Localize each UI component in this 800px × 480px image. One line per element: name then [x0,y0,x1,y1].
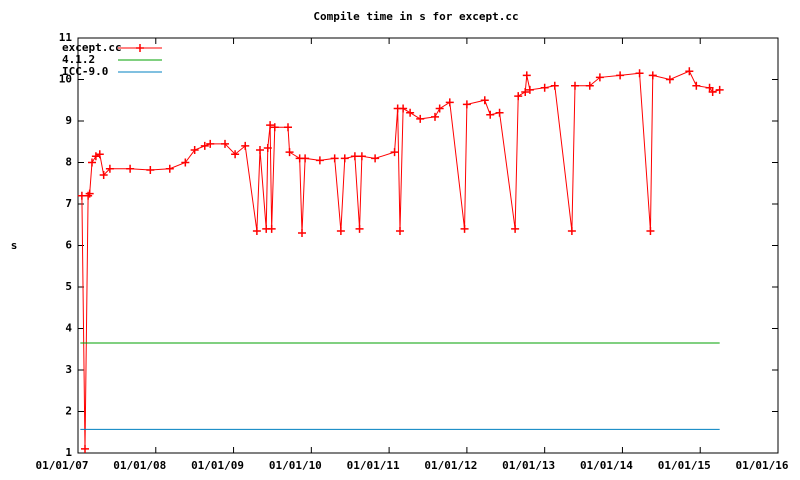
point-marker [126,164,135,173]
point-marker [708,87,717,96]
point-marker [95,150,104,159]
point-marker [616,71,625,80]
point-marker [514,92,523,101]
point-marker [525,85,534,94]
y-tick-label: 11 [59,31,73,44]
point-marker [99,170,108,179]
point-marker [298,229,306,238]
point-marker [146,165,155,174]
plot-border [77,37,779,454]
point-marker [270,123,279,132]
point-marker [263,143,272,152]
point-marker [85,189,94,198]
point-marker [522,71,531,80]
point-marker [256,146,264,155]
point-marker [550,81,559,90]
chart-title: Compile time in s for except.cc [313,10,518,23]
point-marker [685,67,694,76]
point-marker [350,152,359,161]
point-marker [705,83,714,92]
y-tick-label: 10 [59,73,72,86]
point-marker [357,152,366,161]
point-marker [340,154,349,163]
point-marker [231,150,240,159]
point-marker [462,100,471,109]
y-tick-label: 6 [65,239,72,252]
point-marker [285,148,294,157]
point-marker [480,96,489,105]
point-marker [371,154,380,163]
x-tick-label: 01/01/11 [347,459,400,472]
point-marker [336,226,345,235]
point-marker [315,156,324,165]
x-tick-label: 01/01/09 [191,459,244,472]
point-marker [648,71,657,80]
x-tick-label: 01/01/16 [736,459,789,472]
point-marker [585,81,594,90]
y-tick-label: 7 [65,197,72,210]
point-marker [495,108,504,117]
y-tick-label: 8 [65,156,72,169]
point-marker [567,226,576,235]
point-marker [355,224,364,233]
y-axis-label: s [11,239,18,252]
point-marker [81,444,89,453]
point-marker [511,224,520,233]
point-marker [540,83,549,92]
point-marker [105,164,114,173]
legend-label: except.cc [62,41,122,54]
point-marker [221,139,229,148]
point-marker [715,85,724,94]
point-marker [165,164,174,173]
legend-marker [136,44,144,52]
point-marker [445,98,454,107]
point-marker [396,226,404,235]
y-tick-label: 1 [65,446,72,459]
point-marker [266,121,275,130]
y-tick-label: 9 [65,114,72,127]
series-line [81,70,720,449]
point-marker [206,139,215,148]
y-tick-label: 4 [65,322,72,335]
point-marker [241,141,250,150]
x-tick-label: 01/01/07 [36,459,89,472]
point-marker [486,110,495,119]
point-marker [190,146,199,155]
x-tick-label: 01/01/08 [113,459,166,472]
point-marker [390,148,399,157]
legend-label: 4.1.2 [62,53,95,66]
y-tick-label: 5 [65,280,72,293]
point-marker [181,158,190,167]
x-tick-label: 01/01/14 [580,459,633,472]
x-tick-label: 01/01/15 [658,459,711,472]
point-marker [692,81,701,90]
point-marker [460,224,469,233]
point-marker [399,104,408,113]
point-marker [416,114,425,123]
x-tick-label: 01/01/13 [502,459,555,472]
point-marker [406,108,415,117]
x-tick-label: 01/01/12 [424,459,477,472]
y-tick-label: 3 [65,363,72,376]
point-marker [431,112,439,121]
point-marker [595,73,604,82]
legend-label: ICC-9.0 [62,65,108,78]
point-marker [665,75,674,84]
point-marker [252,226,261,235]
point-marker [267,224,276,233]
y-tick-label: 2 [65,405,72,418]
point-marker [88,158,96,167]
point-marker [284,123,292,132]
point-marker [646,226,655,235]
point-marker [200,141,209,150]
point-marker [571,81,579,90]
point-marker [435,104,444,113]
point-marker [330,154,339,163]
point-marker [301,154,310,163]
point-marker [635,69,644,78]
x-tick-label: 01/01/10 [269,459,322,472]
point-marker [521,87,530,96]
